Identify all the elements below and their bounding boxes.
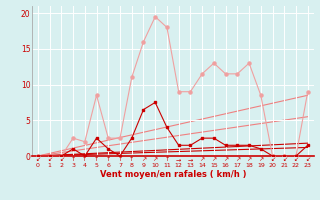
X-axis label: Vent moyen/en rafales ( km/h ): Vent moyen/en rafales ( km/h ) (100, 170, 246, 179)
